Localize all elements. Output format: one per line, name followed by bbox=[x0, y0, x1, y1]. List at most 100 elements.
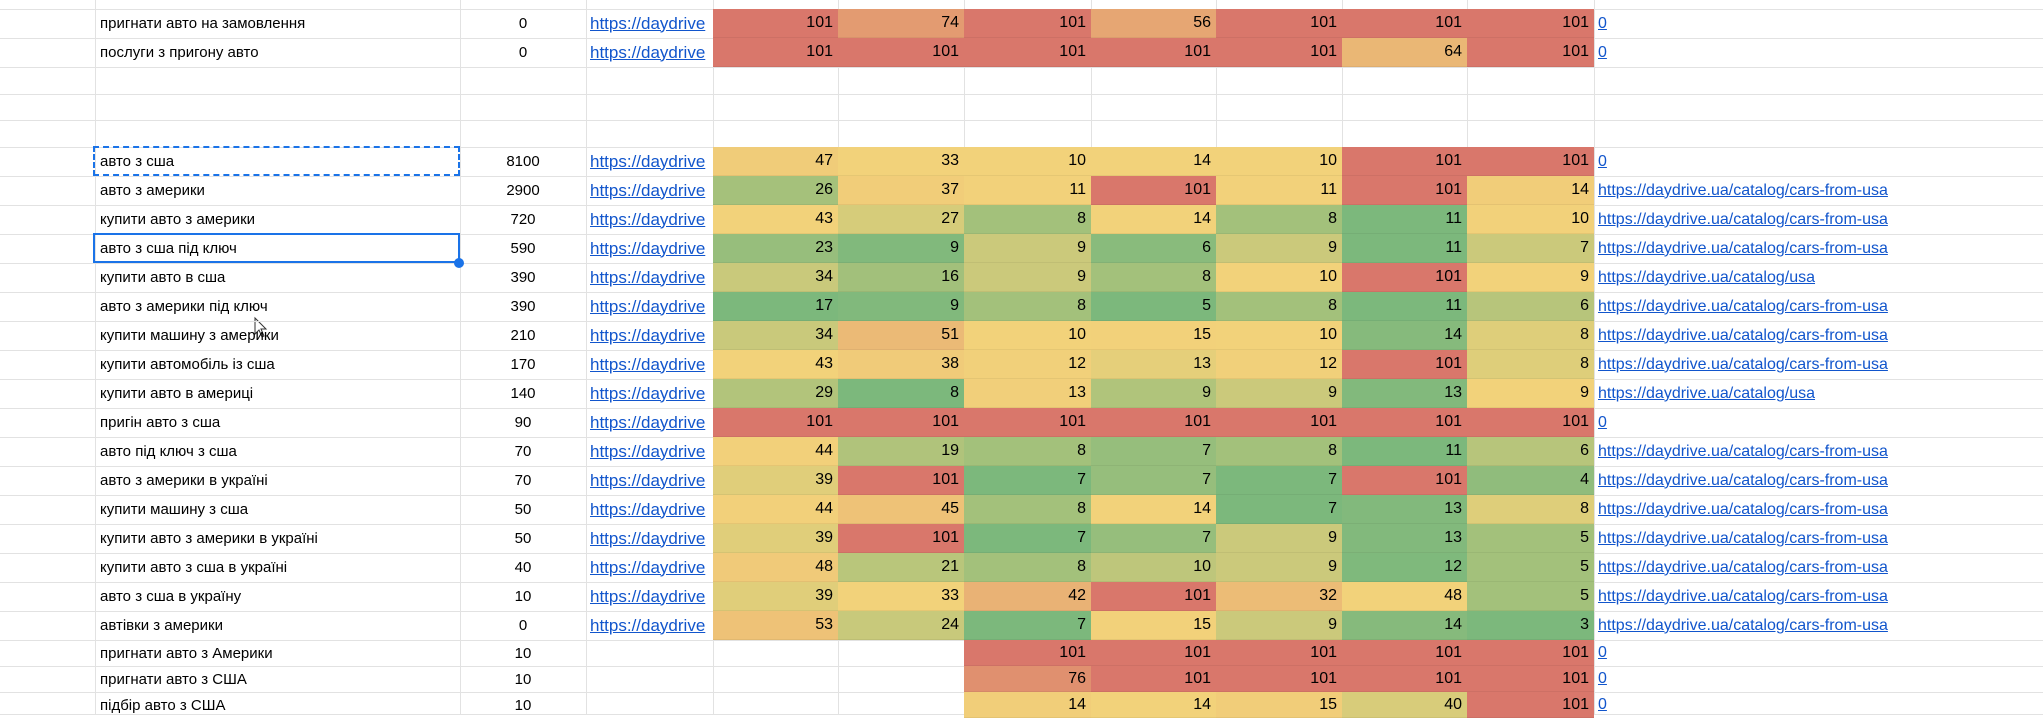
url-link[interactable]: https://daydrive bbox=[590, 441, 706, 461]
grid-line bbox=[95, 0, 96, 714]
volume-cell: 140 bbox=[510, 385, 536, 402]
rank-cell: 8 bbox=[964, 292, 1091, 321]
link[interactable]: https://daydrive.ua/catalog/cars-from-us… bbox=[1598, 471, 1888, 489]
rank-cell: 10 bbox=[1216, 147, 1342, 176]
rank-cell: 8 bbox=[1216, 205, 1342, 234]
rank-cell: 101 bbox=[1467, 147, 1594, 176]
url-link[interactable]: https://daydrive bbox=[590, 151, 706, 171]
link[interactable]: https://daydrive.ua/catalog/cars-from-us… bbox=[1598, 442, 1888, 460]
rank-cell: 7 bbox=[1467, 234, 1594, 263]
url-link[interactable]: https://daydrive bbox=[590, 296, 706, 316]
keyword-cell: авто під ключ з сша bbox=[100, 443, 237, 460]
rank-cell: 23 bbox=[713, 234, 838, 263]
link[interactable]: https://daydrive.ua/catalog/cars-from-us… bbox=[1598, 210, 1888, 228]
url-link[interactable]: https://daydrive bbox=[590, 383, 706, 403]
rank-cell: 64 bbox=[1342, 38, 1467, 67]
link[interactable]: 0 bbox=[1598, 696, 1607, 713]
rank-cell: 101 bbox=[1216, 9, 1342, 38]
link[interactable]: https://daydrive.ua/catalog/cars-from-us… bbox=[1598, 616, 1888, 634]
rank-cell: 101 bbox=[713, 9, 838, 38]
url-cell: https://daydrive bbox=[586, 9, 713, 38]
link[interactable]: https://daydrive.ua/catalog/cars-from-us… bbox=[1598, 587, 1888, 605]
url-cell: https://daydrive bbox=[586, 176, 713, 205]
rank-cell: 5 bbox=[1091, 292, 1216, 321]
rank-cell: 11 bbox=[1216, 176, 1342, 205]
rank-cell: 14 bbox=[964, 692, 1091, 718]
link[interactable]: 0 bbox=[1598, 43, 1607, 61]
url-link[interactable]: https://daydrive bbox=[590, 586, 706, 606]
link[interactable]: https://daydrive.ua/catalog/cars-from-us… bbox=[1598, 558, 1888, 576]
link-cell: 0 bbox=[1594, 9, 2043, 38]
link[interactable]: 0 bbox=[1598, 14, 1607, 32]
volume-cell: 0 bbox=[518, 44, 528, 61]
url-link[interactable]: https://daydrive bbox=[590, 615, 706, 635]
rank-cell: 14 bbox=[1091, 205, 1216, 234]
link[interactable]: https://daydrive.ua/catalog/cars-from-us… bbox=[1598, 297, 1888, 315]
volume-cell: 70 bbox=[514, 472, 532, 489]
link[interactable]: https://daydrive.ua/catalog/usa bbox=[1598, 268, 1816, 286]
link[interactable]: https://daydrive.ua/catalog/cars-from-us… bbox=[1598, 326, 1888, 344]
link[interactable]: https://daydrive.ua/catalog/cars-from-us… bbox=[1598, 500, 1888, 518]
link[interactable]: 0 bbox=[1598, 413, 1607, 431]
keyword-cell: авто з америки в україні bbox=[100, 472, 268, 489]
link[interactable]: https://daydrive.ua/catalog/cars-from-us… bbox=[1598, 529, 1888, 547]
url-link[interactable]: https://daydrive bbox=[590, 499, 706, 519]
rank-cell: 101 bbox=[1467, 666, 1594, 692]
keyword-cell: купити авто з сша в україні bbox=[100, 559, 288, 576]
link-cell: https://daydrive.ua/catalog/cars-from-us… bbox=[1594, 205, 2043, 234]
rank-cell: 7 bbox=[1216, 466, 1342, 495]
link[interactable]: https://daydrive.ua/catalog/usa bbox=[1598, 384, 1816, 402]
rank-cell: 11 bbox=[1342, 234, 1467, 263]
link-cell: https://daydrive.ua/catalog/cars-from-us… bbox=[1594, 582, 2043, 611]
url-cell: https://daydrive bbox=[586, 205, 713, 234]
url-link[interactable]: https://daydrive bbox=[590, 325, 706, 345]
url-link[interactable]: https://daydrive bbox=[590, 42, 706, 62]
url-link[interactable]: https://daydrive bbox=[590, 267, 706, 287]
rank-cell: 101 bbox=[1091, 176, 1216, 205]
keyword-cell: купити авто з америки в україні bbox=[100, 530, 318, 547]
link-cell: https://daydrive.ua/catalog/cars-from-us… bbox=[1594, 437, 2043, 466]
rank-cell: 27 bbox=[838, 205, 964, 234]
rank-cell: 7 bbox=[1091, 466, 1216, 495]
keyword-cell: авто з америки bbox=[100, 182, 205, 199]
rank-cell: 11 bbox=[1342, 205, 1467, 234]
link-cell: https://daydrive.ua/catalog/cars-from-us… bbox=[1594, 611, 2043, 640]
rank-cell: 34 bbox=[713, 321, 838, 350]
link[interactable]: https://daydrive.ua/catalog/cars-from-us… bbox=[1598, 355, 1888, 373]
rank-cell: 39 bbox=[713, 466, 838, 495]
link[interactable]: 0 bbox=[1598, 152, 1607, 170]
volume-cell: 50 bbox=[514, 501, 532, 518]
rank-cell: 15 bbox=[1091, 321, 1216, 350]
rank-cell: 101 bbox=[964, 640, 1091, 666]
volume-cell: 720 bbox=[510, 211, 536, 228]
link-cell: https://daydrive.ua/catalog/usa bbox=[1594, 263, 2043, 292]
url-cell: https://daydrive bbox=[586, 611, 713, 640]
url-link[interactable]: https://daydrive bbox=[590, 180, 706, 200]
rank-cell: 101 bbox=[1342, 9, 1467, 38]
link[interactable]: https://daydrive.ua/catalog/cars-from-us… bbox=[1598, 239, 1888, 257]
rank-cell: 19 bbox=[838, 437, 964, 466]
link[interactable]: 0 bbox=[1598, 670, 1607, 687]
rank-cell: 38 bbox=[838, 350, 964, 379]
rank-cell: 14 bbox=[1342, 321, 1467, 350]
rank-cell: 9 bbox=[964, 263, 1091, 292]
rank-cell: 56 bbox=[1091, 9, 1216, 38]
rank-cell: 45 bbox=[838, 495, 964, 524]
url-link[interactable]: https://daydrive bbox=[590, 557, 706, 577]
url-link[interactable]: https://daydrive bbox=[590, 209, 706, 229]
url-link[interactable]: https://daydrive bbox=[590, 354, 706, 374]
link[interactable]: 0 bbox=[1598, 644, 1607, 661]
url-link[interactable]: https://daydrive bbox=[590, 528, 706, 548]
link[interactable]: https://daydrive.ua/catalog/cars-from-us… bbox=[1598, 181, 1888, 199]
grid-line bbox=[0, 67, 2043, 68]
active-cell bbox=[93, 233, 460, 263]
url-link[interactable]: https://daydrive bbox=[590, 470, 706, 490]
rank-cell: 34 bbox=[713, 263, 838, 292]
rank-cell: 101 bbox=[964, 38, 1091, 67]
url-link[interactable]: https://daydrive bbox=[590, 13, 706, 33]
fill-handle[interactable] bbox=[454, 258, 464, 268]
url-link[interactable]: https://daydrive bbox=[590, 238, 706, 258]
url-link[interactable]: https://daydrive bbox=[590, 412, 706, 432]
rank-cell: 101 bbox=[1467, 38, 1594, 67]
rank-cell: 39 bbox=[713, 582, 838, 611]
